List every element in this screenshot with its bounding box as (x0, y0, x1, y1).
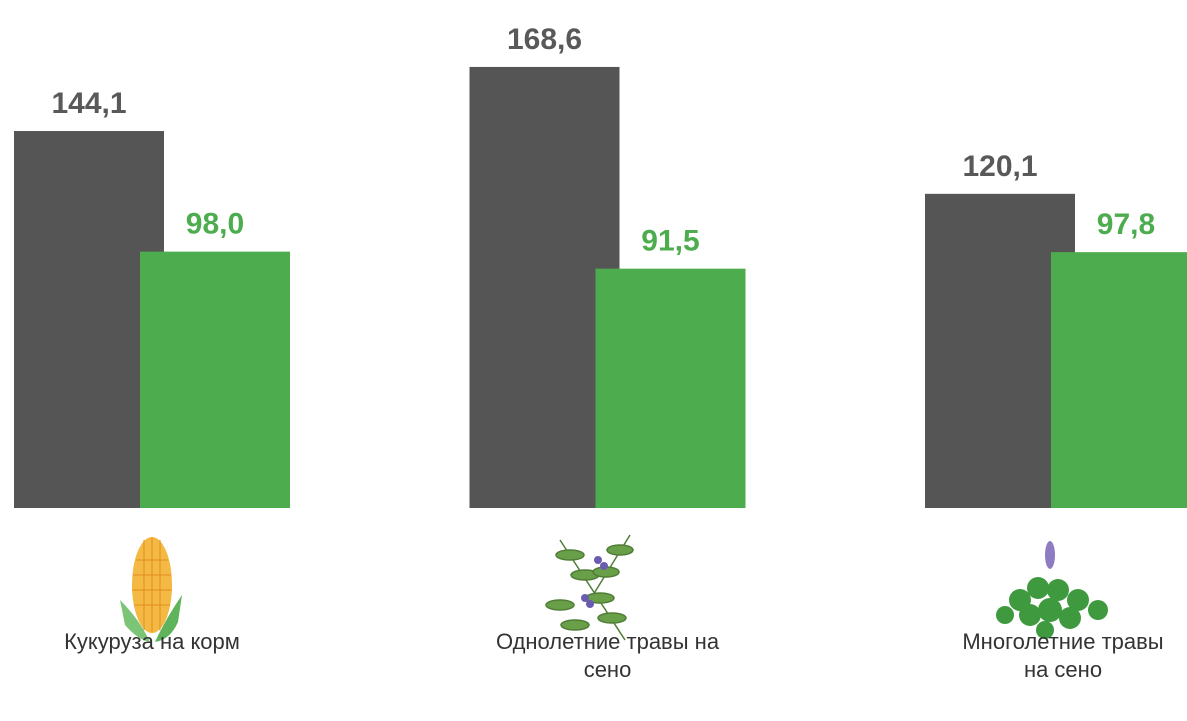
value-label: 144,1 (51, 87, 126, 120)
category-label: Многолетние травы на сено (948, 628, 1178, 684)
value-label: 97,8 (1097, 208, 1155, 241)
clover-icon (996, 541, 1108, 639)
value-label: 98,0 (186, 208, 244, 241)
value-label: 120,1 (962, 150, 1037, 183)
page: 144,198,0168,691,5120,197,8 (() => { con… (0, 0, 1187, 721)
value-label: 168,6 (507, 23, 582, 56)
bar (140, 252, 290, 508)
category-label: Кукуруза на корм (37, 628, 267, 656)
grass-icon (546, 535, 633, 640)
bar (1051, 252, 1187, 508)
category-label: Однолетние травы на сено (493, 628, 723, 684)
corn-icon (120, 537, 182, 642)
bar (596, 269, 746, 508)
chart: 144,1 98,0 168,6 91,5 120,1 97,8 (0, 0, 1187, 721)
value-label: 91,5 (641, 225, 699, 258)
